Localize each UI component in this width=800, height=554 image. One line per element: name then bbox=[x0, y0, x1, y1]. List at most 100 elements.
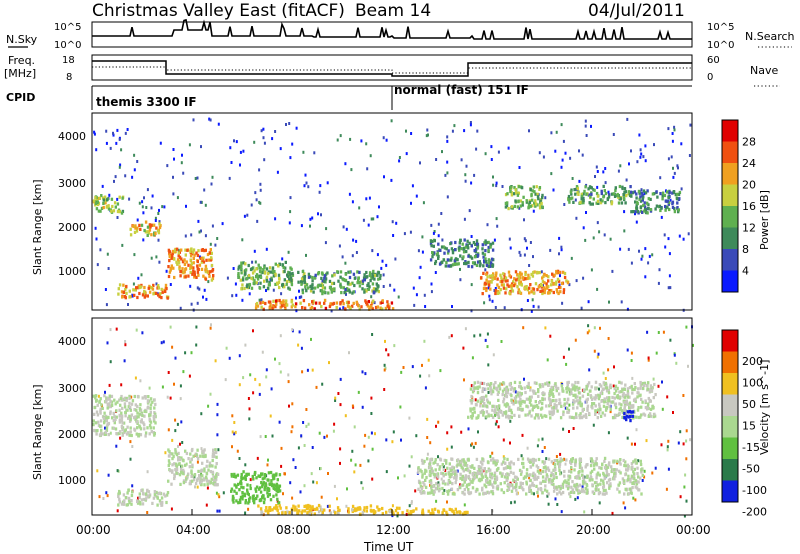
echo-cell bbox=[591, 202, 594, 206]
echo-cell bbox=[337, 511, 340, 515]
echo-cell bbox=[466, 243, 469, 248]
echo-cell bbox=[543, 460, 547, 464]
echo-cell bbox=[438, 467, 441, 471]
echo-cell bbox=[536, 469, 540, 473]
echo-cell bbox=[626, 395, 630, 399]
echo-cell bbox=[281, 511, 284, 515]
echo-cell bbox=[637, 189, 641, 193]
echo-cell bbox=[347, 510, 350, 514]
echo-cell bbox=[600, 191, 603, 196]
echo-cell bbox=[532, 287, 536, 291]
echo-cell bbox=[535, 464, 538, 468]
echo-cell bbox=[464, 245, 468, 249]
echo-cell bbox=[274, 487, 277, 491]
echo-cell bbox=[352, 301, 355, 305]
echo-cell bbox=[433, 507, 437, 511]
echo-cell bbox=[253, 501, 256, 505]
echo-cell bbox=[671, 205, 675, 209]
echo-cell bbox=[291, 273, 295, 277]
echo-cell bbox=[211, 268, 215, 272]
echo-cell bbox=[173, 462, 176, 466]
echo-cell bbox=[181, 458, 185, 462]
echo-cell bbox=[204, 475, 208, 479]
scatter-cell bbox=[685, 429, 688, 433]
scatter-cell bbox=[419, 374, 422, 378]
echo-cell bbox=[255, 275, 258, 279]
echo-cell bbox=[288, 271, 291, 275]
echo-cell bbox=[195, 251, 198, 255]
echo-cell bbox=[476, 488, 479, 492]
echo-cell bbox=[245, 472, 248, 476]
echo-cell bbox=[571, 459, 574, 463]
echo-cell bbox=[510, 398, 513, 402]
echo-cell bbox=[254, 470, 257, 475]
echo-cell bbox=[451, 509, 454, 513]
echo-cell bbox=[127, 488, 130, 492]
scatter-cell bbox=[581, 485, 584, 489]
echo-cell bbox=[535, 271, 539, 275]
scatter-cell bbox=[179, 306, 182, 310]
scatter-cell bbox=[161, 205, 164, 209]
echo-cell bbox=[470, 256, 474, 260]
echo-cell bbox=[532, 483, 535, 488]
echo-cell bbox=[193, 253, 196, 257]
echo-cell bbox=[608, 399, 611, 403]
echo-cell bbox=[118, 283, 122, 287]
echo-cell bbox=[634, 200, 637, 204]
echo-cell bbox=[204, 277, 208, 281]
scatter-cell bbox=[196, 301, 199, 305]
echo-cell bbox=[202, 260, 206, 264]
echo-cell bbox=[585, 192, 588, 196]
echo-cell bbox=[591, 402, 594, 406]
echo-cell bbox=[630, 190, 633, 194]
echo-cell bbox=[246, 483, 249, 487]
echo-cell bbox=[455, 510, 459, 514]
echo-cell bbox=[285, 299, 288, 303]
echo-cell bbox=[124, 410, 127, 415]
echo-cell bbox=[205, 472, 209, 476]
scatter-cell bbox=[473, 173, 476, 177]
echo-cell bbox=[196, 448, 199, 452]
scatter-cell bbox=[318, 190, 321, 194]
scatter-cell bbox=[284, 472, 286, 476]
scatter-cell bbox=[576, 496, 579, 500]
echo-cell bbox=[536, 203, 539, 207]
nave-rtick-bottom: 0 bbox=[707, 72, 713, 83]
echo-cell bbox=[509, 387, 512, 391]
echo-cell bbox=[139, 403, 142, 407]
scatter-cell bbox=[657, 331, 660, 334]
echo-cell bbox=[121, 209, 125, 213]
scatter-cell bbox=[311, 446, 314, 449]
echo-cell bbox=[596, 416, 599, 420]
echo-cell bbox=[98, 399, 101, 404]
echo-cell bbox=[462, 458, 465, 462]
scatter-cell bbox=[231, 445, 233, 449]
scatter-cell bbox=[487, 363, 490, 367]
echo-cell bbox=[478, 260, 481, 264]
echo-cell bbox=[233, 483, 236, 487]
echo-cell bbox=[153, 233, 156, 237]
scatter-cell bbox=[658, 268, 661, 272]
echo-cell bbox=[625, 393, 628, 397]
echo-cell bbox=[556, 409, 559, 413]
echo-cell bbox=[524, 475, 528, 479]
echo-cell bbox=[330, 290, 333, 294]
echo-cell bbox=[595, 457, 598, 461]
echo-cell bbox=[140, 418, 143, 422]
echo-cell bbox=[566, 281, 570, 285]
echo-cell bbox=[535, 185, 538, 189]
echo-cell bbox=[577, 391, 581, 395]
scatter-cell bbox=[276, 499, 279, 503]
echo-cell bbox=[461, 477, 464, 482]
scatter-cell bbox=[350, 168, 353, 172]
echo-cell bbox=[269, 300, 272, 304]
echo-cell bbox=[284, 266, 287, 270]
echo-cell bbox=[372, 287, 376, 291]
echo-cell bbox=[484, 257, 487, 261]
echo-cell bbox=[95, 195, 98, 200]
scatter-cell bbox=[237, 267, 240, 271]
echo-cell bbox=[342, 278, 345, 282]
echo-cell bbox=[353, 276, 357, 280]
echo-cell bbox=[522, 195, 525, 199]
echo-cell bbox=[541, 401, 544, 406]
